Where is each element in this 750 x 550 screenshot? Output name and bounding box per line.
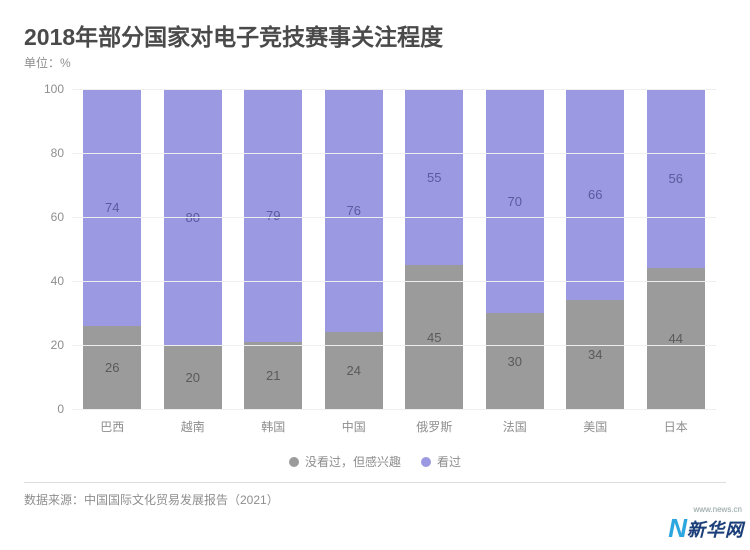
bar-value-label: 44: [669, 331, 683, 346]
watermark-n: N: [668, 513, 687, 544]
bar: 44 56: [647, 89, 705, 409]
bar-value-label: 30: [508, 354, 522, 369]
bar-value-label: 70: [508, 194, 522, 209]
chart-subtitle: 单位：%: [24, 54, 726, 71]
bar-segment-not_watched_interested: 24: [325, 332, 383, 409]
bar-slot: 24 76: [314, 89, 395, 409]
grid-line: [72, 89, 716, 90]
bar-value-label: 45: [427, 330, 441, 345]
legend-swatch: [289, 457, 299, 467]
chart-container: 2018年部分国家对电子竞技赛事关注程度 单位：% 26742080217924…: [0, 0, 750, 520]
bar-segment-watched: 66: [566, 89, 624, 300]
bar-value-label: 56: [669, 171, 683, 186]
bar: 45 55: [405, 89, 463, 409]
bar-segment-watched: 55: [405, 89, 463, 265]
bar-value-label: 74: [105, 200, 119, 215]
bar-value-label: 55: [427, 170, 441, 185]
grid-line: [72, 409, 716, 410]
legend-label: 看过: [437, 453, 461, 470]
bar: 26 74: [83, 89, 141, 409]
y-tick-label: 40: [24, 274, 64, 288]
grid-line: [72, 345, 716, 346]
y-tick-label: 100: [24, 82, 64, 96]
bar-segment-watched: 76: [325, 89, 383, 332]
legend: 没看过，但感兴趣 看过: [24, 453, 726, 472]
legend-item: 没看过，但感兴趣: [289, 453, 401, 470]
bar-segment-watched: 70: [486, 89, 544, 313]
x-tick-label: 越南: [153, 418, 234, 435]
legend-swatch: [421, 457, 431, 467]
data-source: 数据来源：中国国际文化贸易发展报告（2021）: [24, 482, 726, 508]
bar-value-label: 21: [266, 368, 280, 383]
bar: 34 66: [566, 89, 624, 409]
bar-slot: 26 74: [72, 89, 153, 409]
grid-line: [72, 153, 716, 154]
bar: 30 70: [486, 89, 544, 409]
legend-label: 没看过，但感兴趣: [305, 453, 401, 470]
bar-slot: 30 70: [475, 89, 556, 409]
bar-value-label: 34: [588, 347, 602, 362]
grid-line: [72, 281, 716, 282]
plot-area: 26 74 2080 21 79 24 76 45 55 30 70 34 66 44 56: [72, 89, 716, 409]
x-axis-labels: 巴西越南韩国中国俄罗斯法国美国日本: [72, 418, 716, 435]
bar-value-label: 20: [186, 370, 200, 385]
bar: 2080: [164, 89, 222, 409]
bar-value-label: 24: [347, 363, 361, 378]
bar-segment-not_watched_interested: 21: [244, 342, 302, 409]
x-tick-label: 中国: [314, 418, 395, 435]
x-tick-label: 俄罗斯: [394, 418, 475, 435]
x-tick-label: 日本: [636, 418, 717, 435]
bar-slot: 21 79: [233, 89, 314, 409]
x-tick-label: 巴西: [72, 418, 153, 435]
x-tick-label: 美国: [555, 418, 636, 435]
watermark-text: 新华网: [687, 516, 744, 542]
bars-group: 26 74 2080 21 79 24 76 45 55 30 70 34 66 44 56: [72, 89, 716, 409]
x-tick-label: 法国: [475, 418, 556, 435]
bar-value-label: 76: [347, 203, 361, 218]
bar-segment-not_watched_interested: 30: [486, 313, 544, 409]
bar-slot: 34 66: [555, 89, 636, 409]
bar-segment-watched: 79: [244, 89, 302, 342]
bar-value-label: 26: [105, 360, 119, 375]
bar-slot: 45 55: [394, 89, 475, 409]
watermark-logo: www.news.cn N 新华网: [668, 513, 744, 544]
y-tick-label: 0: [24, 402, 64, 416]
bar-segment-watched: 74: [83, 89, 141, 326]
bar-segment-not_watched_interested: 44: [647, 268, 705, 409]
y-tick-label: 80: [24, 146, 64, 160]
legend-item: 看过: [421, 453, 461, 470]
bar-segment-not_watched_interested: 20: [164, 345, 222, 409]
y-tick-label: 60: [24, 210, 64, 224]
bar: 21 79: [244, 89, 302, 409]
chart-title: 2018年部分国家对电子竞技赛事关注程度: [24, 18, 726, 52]
bar-slot: 44 56: [636, 89, 717, 409]
grid-line: [72, 217, 716, 218]
bar: 24 76: [325, 89, 383, 409]
bar-value-label: 66: [588, 187, 602, 202]
bar-segment-not_watched_interested: 26: [83, 326, 141, 409]
bar-value-label: 79: [266, 208, 280, 223]
x-tick-label: 韩国: [233, 418, 314, 435]
watermark-url: www.news.cn: [694, 505, 742, 514]
bar-slot: 2080: [153, 89, 234, 409]
bar-segment-not_watched_interested: 45: [405, 265, 463, 409]
y-tick-label: 20: [24, 338, 64, 352]
bar-segment-not_watched_interested: 34: [566, 300, 624, 409]
bar-segment-watched: 56: [647, 89, 705, 268]
chart-area: 26742080217924764555307034664456 巴西越南韩国中…: [24, 89, 726, 449]
